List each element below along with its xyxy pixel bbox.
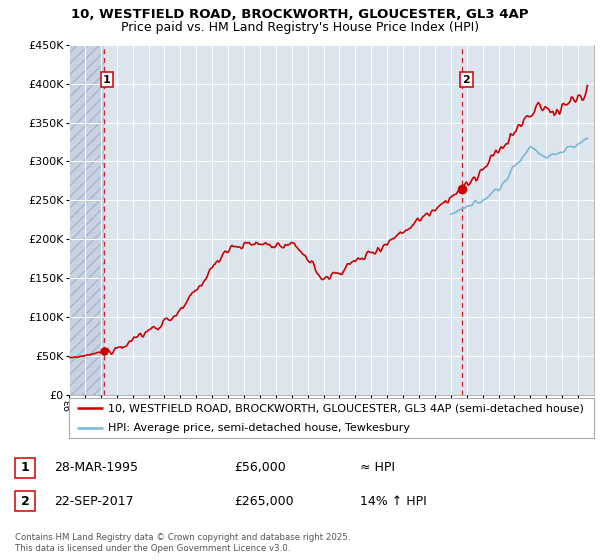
Text: 2: 2 (463, 75, 470, 85)
Text: 14% ↑ HPI: 14% ↑ HPI (360, 494, 427, 508)
Text: ≈ HPI: ≈ HPI (360, 461, 395, 474)
Text: Contains HM Land Registry data © Crown copyright and database right 2025.
This d: Contains HM Land Registry data © Crown c… (15, 533, 350, 553)
Text: 1: 1 (103, 75, 111, 85)
Text: 10, WESTFIELD ROAD, BROCKWORTH, GLOUCESTER, GL3 4AP (semi-detached house): 10, WESTFIELD ROAD, BROCKWORTH, GLOUCEST… (109, 404, 584, 413)
Text: 28-MAR-1995: 28-MAR-1995 (54, 461, 138, 474)
Text: £265,000: £265,000 (234, 494, 293, 508)
Text: Price paid vs. HM Land Registry's House Price Index (HPI): Price paid vs. HM Land Registry's House … (121, 21, 479, 34)
Bar (69, 45, 104, 395)
Text: 2: 2 (20, 494, 29, 508)
Text: £56,000: £56,000 (234, 461, 286, 474)
Text: 22-SEP-2017: 22-SEP-2017 (54, 494, 134, 508)
Text: 10, WESTFIELD ROAD, BROCKWORTH, GLOUCESTER, GL3 4AP: 10, WESTFIELD ROAD, BROCKWORTH, GLOUCEST… (71, 8, 529, 21)
Text: HPI: Average price, semi-detached house, Tewkesbury: HPI: Average price, semi-detached house,… (109, 423, 410, 433)
Text: 1: 1 (20, 461, 29, 474)
